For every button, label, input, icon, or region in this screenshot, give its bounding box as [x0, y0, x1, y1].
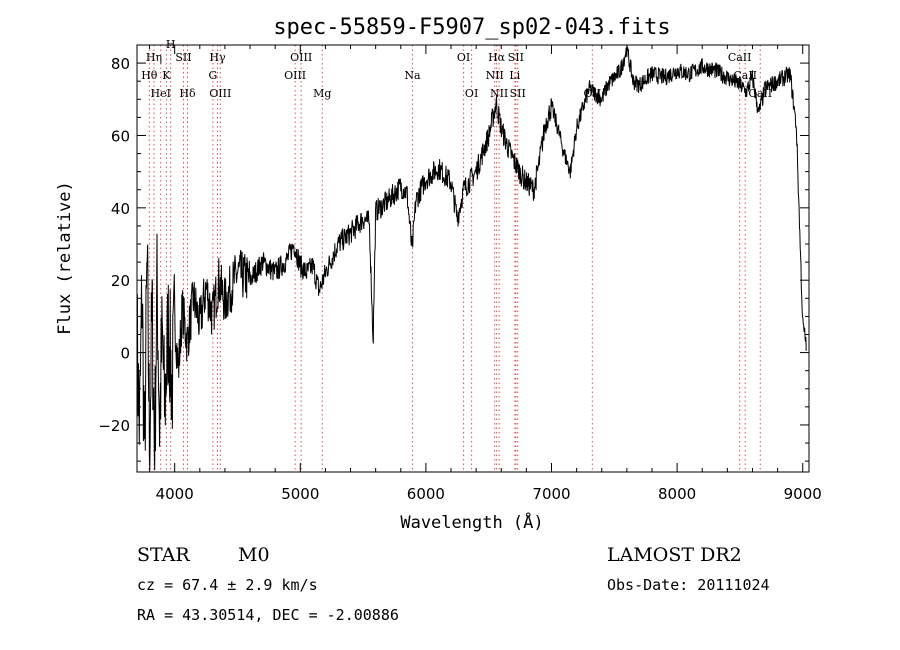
- x-tick-label: 4000: [156, 485, 194, 503]
- line-label: OIII: [284, 69, 306, 82]
- observation-date: Obs-Date: 20111024: [607, 576, 770, 594]
- y-tick-label: −20: [98, 417, 130, 435]
- line-label: SII: [175, 51, 191, 64]
- object-subclass: M0: [238, 544, 270, 566]
- line-label: Hδ: [179, 87, 196, 100]
- line-label: CaII: [748, 87, 772, 100]
- y-tick-label: 80: [111, 55, 130, 73]
- redshift-velocity: cz = 67.4 ± 2.9 km/s: [137, 576, 318, 594]
- line-label: OIII: [209, 87, 231, 100]
- line-label: CaII: [728, 51, 752, 64]
- line-label: OI: [465, 87, 478, 100]
- line-label: Mg: [313, 87, 331, 100]
- line-label: Li: [509, 69, 520, 82]
- flux-series: [136, 45, 807, 471]
- y-tick-label: 0: [120, 345, 130, 363]
- line-label: K: [162, 69, 171, 82]
- line-label: Hη: [146, 51, 162, 64]
- x-tick-label: 6000: [407, 485, 445, 503]
- survey-name: LAMOST DR2: [607, 544, 742, 566]
- x-tick-label: 8000: [658, 485, 696, 503]
- x-tick-label: 7000: [532, 485, 570, 503]
- x-tick-label: 5000: [281, 485, 319, 503]
- x-axis-label: Wavelength (Å): [400, 511, 543, 533]
- line-label: NII: [486, 69, 504, 82]
- flux-line: [136, 45, 807, 471]
- coordinates: RA = 43.30514, DEC = -2.00886: [137, 606, 399, 624]
- line-label: Na: [404, 69, 421, 82]
- line-label: G: [208, 69, 217, 82]
- y-tick-label: 60: [111, 127, 130, 145]
- plot-frame: [136, 44, 810, 473]
- chart-title: spec-55859-F5907_sp02-043.fits: [273, 15, 670, 40]
- line-label: Hα: [488, 51, 506, 64]
- line-label: OIII: [290, 51, 312, 64]
- line-label: HeI: [151, 87, 171, 100]
- line-label: SII: [510, 87, 526, 100]
- line-label: SII: [508, 51, 524, 64]
- y-axis-ticks: −20 0 20 40 60 80: [98, 55, 809, 462]
- x-tick-label: 9000: [784, 485, 822, 503]
- y-tick-label: 20: [111, 272, 130, 290]
- line-label: Hθ: [141, 69, 158, 82]
- x-axis-ticks: 4000 5000 6000 7000 8000 9000: [149, 45, 822, 503]
- y-tick-label: 40: [111, 200, 130, 218]
- y-axis-label: Flux (relative): [55, 181, 75, 335]
- line-label: Hγ: [209, 51, 226, 64]
- line-label: NII: [490, 87, 508, 100]
- object-class: STAR: [137, 544, 190, 566]
- line-label: OI: [457, 51, 470, 64]
